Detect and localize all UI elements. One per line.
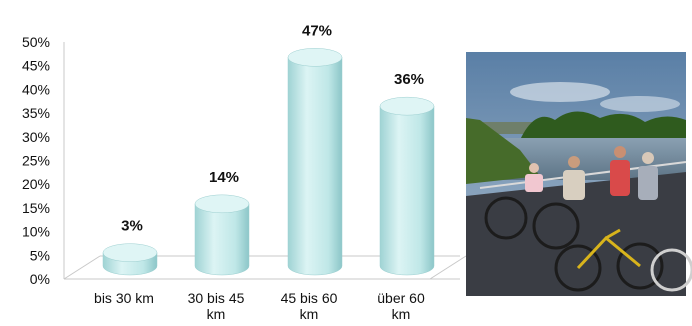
y-tick-label: 30%: [22, 129, 50, 145]
category-label: 45 bis 60 km: [281, 290, 338, 322]
bar: [287, 48, 343, 276]
bars: [102, 48, 435, 276]
photo-cloud: [600, 96, 680, 112]
y-tick-label: 40%: [22, 81, 50, 97]
category-label: über 60 km: [377, 290, 425, 322]
photo-trees: [520, 111, 686, 142]
category-label: bis 30 km: [94, 290, 154, 306]
y-tick-label: 0%: [30, 271, 50, 287]
bar-top: [102, 243, 158, 262]
floor-front-line: [63, 255, 101, 280]
photo-cloud: [510, 82, 610, 102]
photo-people: [525, 146, 658, 200]
data-label: 3%: [121, 218, 143, 235]
bar: [379, 96, 435, 276]
floor-right-line: [429, 255, 467, 280]
y-tick-label: 5%: [30, 247, 50, 263]
category-labels: bis 30 km 30 bis 45 km 45 bis 60 km über 60 km: [94, 290, 425, 322]
data-label: 47%: [302, 22, 332, 39]
y-tick-label: 45%: [22, 58, 50, 74]
data-label: 36%: [394, 71, 424, 88]
photo-bicycles: [484, 196, 692, 292]
bar-top: [379, 96, 435, 116]
photo: [466, 52, 692, 296]
bar-body: [379, 105, 435, 276]
bar-body: [194, 203, 250, 276]
bar: [194, 194, 250, 276]
y-tick-label: 50%: [22, 34, 50, 50]
y-tick-label: 25%: [22, 153, 50, 169]
category-label: 30 bis 45 km: [188, 290, 245, 322]
bar-top: [287, 48, 343, 67]
y-tick-label: 15%: [22, 200, 50, 216]
bar-body: [287, 57, 343, 276]
data-label: 14%: [209, 169, 239, 186]
data-labels: 3% 14% 47% 36%: [121, 22, 424, 234]
photo-riverbank: [466, 118, 540, 184]
y-tick-label: 20%: [22, 176, 50, 192]
bar-top: [194, 194, 250, 214]
y-tick-label: 35%: [22, 105, 50, 121]
y-tick-labels: 0% 5% 10% 15% 20% 25% 30% 35% 40% 45% 50%: [22, 34, 50, 287]
bar: [102, 243, 158, 276]
y-tick-label: 10%: [22, 224, 50, 240]
